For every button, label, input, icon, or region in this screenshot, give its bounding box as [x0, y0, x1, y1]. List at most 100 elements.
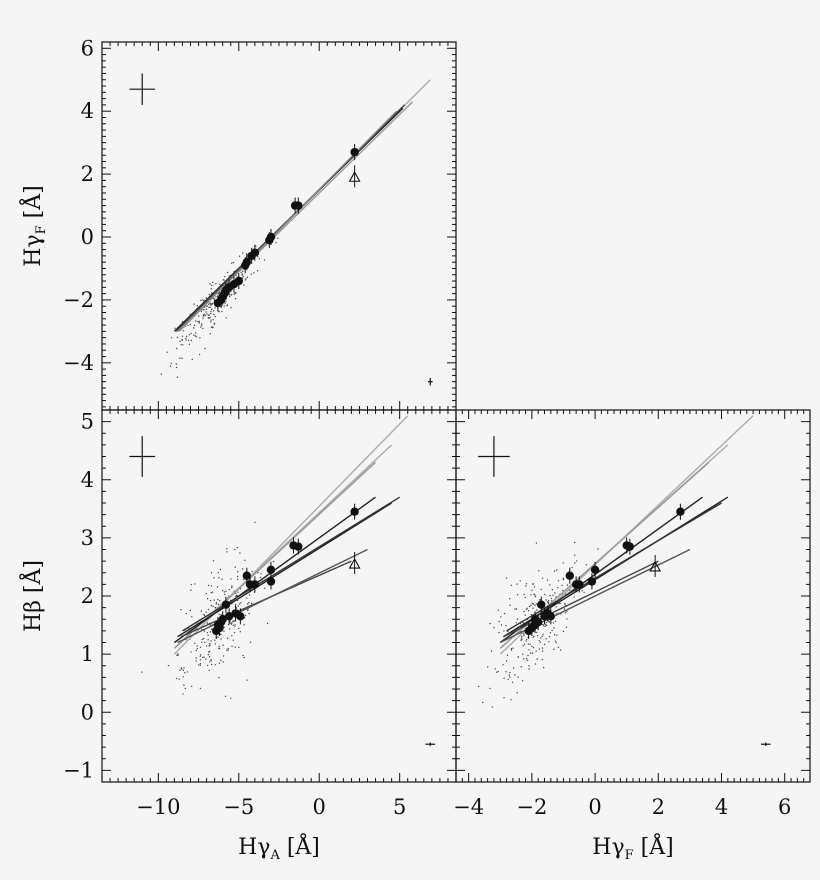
field-dot [213, 298, 216, 300]
data-point [587, 577, 597, 586]
field-dot [215, 296, 217, 298]
field-dot [525, 608, 528, 610]
field-dot [198, 322, 200, 324]
field-dot [229, 295, 231, 298]
field-dot [176, 654, 178, 656]
field-dot [527, 610, 530, 612]
field-dot [190, 339, 192, 342]
field-dot [222, 661, 224, 663]
field-dot [246, 276, 249, 278]
field-dot [240, 602, 242, 604]
field-dot [236, 546, 238, 549]
field-dot [542, 650, 544, 652]
field-dot [182, 693, 184, 695]
field-dot [503, 677, 505, 679]
field-dot [544, 625, 546, 628]
field-dot [213, 599, 215, 601]
field-dot [174, 327, 176, 329]
field-dot [185, 339, 187, 341]
field-dot [202, 317, 204, 319]
field-dot [535, 542, 538, 544]
field-dot [220, 633, 222, 635]
field-dot [546, 579, 549, 581]
field-dot [198, 353, 201, 356]
field-dot [214, 316, 216, 318]
field-dot [494, 668, 496, 670]
y-tick-label: −2 [63, 288, 94, 312]
field-dot [183, 667, 185, 669]
field-dot [195, 649, 197, 652]
field-dot [585, 564, 587, 566]
field-dot [193, 327, 195, 329]
field-dot [505, 625, 507, 627]
field-dot [203, 630, 206, 632]
field-dot [232, 261, 235, 264]
field-dot [505, 671, 507, 673]
field-dot [188, 343, 191, 346]
field-dot [182, 344, 184, 346]
field-dot [581, 590, 583, 592]
field-dot [203, 313, 206, 315]
field-dot [542, 623, 544, 626]
field-dot [218, 676, 220, 679]
field-dot [225, 317, 227, 319]
field-dot [185, 612, 188, 615]
field-dot [220, 638, 222, 640]
field-dot [249, 641, 252, 643]
field-dot [204, 347, 206, 350]
field-dot [176, 376, 179, 378]
field-dot [545, 638, 547, 640]
data-point [213, 620, 223, 630]
field-dot [258, 258, 261, 260]
field-dot [217, 603, 220, 606]
field-dot [502, 664, 504, 666]
x-tick-label: −10 [136, 795, 180, 819]
y-tick-label: 1 [81, 642, 94, 666]
y-tick-label: 4 [81, 468, 94, 492]
x-tick-label: 5 [393, 795, 406, 819]
field-dot [199, 687, 202, 690]
field-dot [196, 648, 198, 650]
field-dot [505, 660, 508, 662]
field-dot [509, 676, 511, 678]
field-dot [242, 654, 244, 657]
field-dot [539, 641, 542, 643]
field-dot [193, 334, 195, 336]
field-dot [205, 611, 207, 613]
field-dot [211, 591, 214, 593]
data-point [350, 507, 359, 516]
field-dot [564, 612, 566, 614]
field-dot [224, 593, 226, 596]
field-dot [538, 648, 540, 650]
field-dot [214, 607, 216, 609]
field-dot [562, 630, 565, 633]
field-dot [210, 310, 212, 313]
field-dot [221, 589, 224, 592]
field-dot [531, 645, 533, 648]
field-dot [177, 653, 179, 655]
field-dot [534, 663, 537, 665]
field-dot [237, 591, 239, 593]
y-tick-label: 4 [81, 99, 94, 123]
field-dot [190, 589, 192, 591]
field-dot [181, 339, 183, 342]
field-dot [210, 663, 213, 666]
x-tick-label: −2 [516, 795, 547, 819]
field-dot [190, 332, 192, 335]
field-dot [532, 647, 535, 649]
field-dot [487, 666, 489, 668]
field-dot [243, 656, 245, 659]
field-dot [223, 626, 225, 628]
field-dot [520, 637, 523, 639]
x-axis-label: HγA [Å] [238, 832, 320, 863]
y-tick-label: 0 [81, 700, 94, 724]
field-dot [227, 271, 229, 274]
field-dot [553, 634, 556, 636]
field-dot [477, 685, 480, 688]
field-dot [516, 692, 518, 694]
field-dot [536, 609, 538, 611]
field-dot [543, 643, 546, 646]
data-point [224, 612, 234, 621]
field-dot [248, 594, 251, 596]
field-dot [574, 562, 576, 564]
